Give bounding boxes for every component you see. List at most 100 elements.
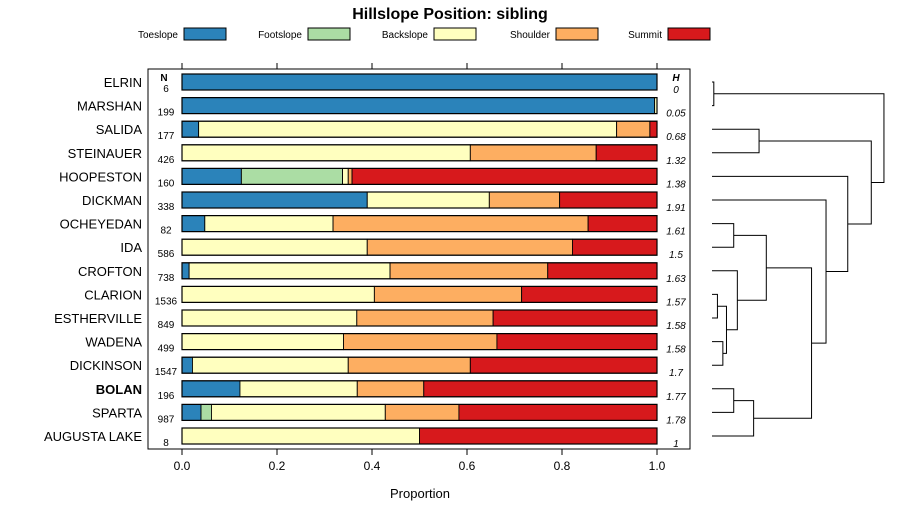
legend-label-footslope: Footslope bbox=[258, 30, 302, 41]
bar-clarion-backslope bbox=[181, 285, 375, 303]
bar-wadena-summit bbox=[496, 333, 658, 351]
bar-hoopeston-footslope bbox=[240, 167, 344, 185]
row-label-ida: IDA bbox=[120, 240, 142, 255]
row-h-clarion: 1.57 bbox=[666, 297, 686, 308]
row-label-crofton: CROFTON bbox=[78, 264, 142, 279]
bar-sparta-toeslope bbox=[181, 403, 202, 421]
dendrogram-link-6 bbox=[712, 223, 735, 248]
x-tick-label-5: 1.0 bbox=[649, 459, 666, 473]
bar-outline-steinauer bbox=[181, 144, 658, 162]
bar-hoopeston-summit bbox=[351, 167, 658, 185]
bar-outline-clarion bbox=[181, 285, 658, 303]
x-tick-label-4: 0.8 bbox=[554, 459, 571, 473]
dendrogram-link-13 bbox=[759, 140, 872, 225]
bar-outline-sparta bbox=[181, 403, 658, 421]
row-label-ocheyedan: OCHEYEDAN bbox=[60, 217, 142, 232]
bar-ocheyedan-backslope bbox=[204, 215, 334, 233]
row-n-ida: 586 bbox=[158, 249, 175, 260]
bar-elrin-toeslope bbox=[181, 73, 658, 91]
bar-outline-crofton bbox=[181, 262, 658, 280]
row-n-ocheyedan: 82 bbox=[160, 226, 172, 237]
bar-estherville-shoulder bbox=[356, 309, 494, 327]
bars: ELRIN 6 0 MARSHAN 199 0.05 SALIDA 177 0.68 STEINA… bbox=[44, 73, 686, 450]
bar-salida-backslope bbox=[198, 120, 618, 138]
bar-clarion-summit bbox=[521, 285, 658, 303]
bar-augusta-lake-summit bbox=[419, 427, 658, 445]
x-tick-label-0: 0.0 bbox=[174, 459, 191, 473]
bar-crofton-toeslope bbox=[181, 262, 190, 280]
row-n-crofton: 738 bbox=[158, 273, 175, 284]
row-n-marshan: 199 bbox=[158, 108, 175, 119]
dendrogram-link-9 bbox=[712, 400, 755, 437]
dendrogram-link-10 bbox=[753, 267, 813, 419]
row-h-ida: 1.5 bbox=[669, 250, 683, 261]
bar-salida-summit bbox=[649, 120, 658, 138]
row-h-marshan: 0.05 bbox=[666, 109, 686, 120]
bar-ocheyedan-toeslope bbox=[181, 215, 206, 233]
dendrogram-link-11 bbox=[712, 199, 827, 344]
chart-title: Hillslope Position: sibling bbox=[352, 6, 548, 23]
h-header: H bbox=[672, 73, 680, 84]
bar-dickman-backslope bbox=[366, 191, 490, 209]
x-tick-label-1: 0.2 bbox=[269, 459, 286, 473]
row-n-wadena: 499 bbox=[158, 344, 175, 355]
bar-hoopeston-shoulder bbox=[347, 167, 353, 185]
bar-outline-salida bbox=[181, 120, 658, 138]
row-h-dickman: 1.91 bbox=[666, 203, 685, 214]
row-n-clarion: 1536 bbox=[155, 296, 178, 307]
bar-bolan-backslope bbox=[239, 380, 358, 398]
row-label-dickinson: DICKINSON bbox=[70, 358, 142, 373]
bar-outline-elrin bbox=[181, 73, 658, 91]
row-h-hoopeston: 1.38 bbox=[666, 179, 686, 190]
row-n-hoopeston: 160 bbox=[158, 178, 175, 189]
bar-ocheyedan-summit bbox=[587, 215, 658, 233]
row-n-dickman: 338 bbox=[158, 202, 175, 213]
bar-bolan-toeslope bbox=[181, 380, 241, 398]
bar-hoopeston-toeslope bbox=[181, 167, 242, 185]
row-n-sparta: 987 bbox=[158, 414, 175, 425]
row-h-ocheyedan: 1.61 bbox=[666, 227, 685, 238]
row-label-sparta: SPARTA bbox=[92, 405, 142, 420]
bar-clarion-shoulder bbox=[373, 285, 523, 303]
bar-estherville-summit bbox=[492, 309, 658, 327]
bar-outline-ocheyedan bbox=[181, 215, 658, 233]
bar-sparta-backslope bbox=[210, 403, 386, 421]
x-tick-label-2: 0.4 bbox=[364, 459, 381, 473]
row-h-dickinson: 1.7 bbox=[669, 368, 683, 379]
row-label-salida: SALIDA bbox=[96, 122, 143, 137]
bar-steinauer-shoulder bbox=[469, 144, 597, 162]
row-h-estherville: 1.58 bbox=[666, 321, 686, 332]
bar-augusta-lake-backslope bbox=[181, 427, 420, 445]
x-axis: 0.0 0.2 0.4 0.6 0.8 1.0 bbox=[174, 63, 666, 473]
bar-outline-wadena bbox=[181, 333, 658, 351]
dendrogram-link-7 bbox=[733, 234, 767, 301]
row-label-wadena: WADENA bbox=[85, 335, 142, 350]
bar-outline-ida bbox=[181, 238, 658, 256]
bar-dickman-toeslope bbox=[181, 191, 368, 209]
legend-label-summit: Summit bbox=[628, 30, 662, 41]
x-axis-label: Proportion bbox=[390, 486, 450, 501]
bar-ida-shoulder bbox=[366, 238, 573, 256]
bar-ocheyedan-shoulder bbox=[332, 215, 589, 233]
legend-label-toeslope: Toeslope bbox=[138, 30, 178, 41]
bar-sparta-footslope bbox=[200, 403, 212, 421]
row-label-dickman: DICKMAN bbox=[82, 193, 142, 208]
bar-crofton-shoulder bbox=[389, 262, 549, 280]
row-h-augusta-lake: 1 bbox=[673, 439, 679, 450]
bar-dickman-shoulder bbox=[488, 191, 561, 209]
row-n-elrin: 6 bbox=[163, 84, 169, 95]
bar-outline-dickinson bbox=[181, 356, 658, 374]
dendrogram-link-8 bbox=[712, 388, 735, 413]
row-h-crofton: 1.63 bbox=[666, 274, 686, 285]
legend-swatch-backslope bbox=[433, 27, 477, 41]
row-label-clarion: CLARION bbox=[84, 287, 142, 302]
row-label-elrin: ELRIN bbox=[104, 75, 142, 90]
row-label-hoopeston: HOOPESTON bbox=[59, 169, 142, 184]
row-label-marshan: MARSHAN bbox=[77, 99, 142, 114]
bar-dickinson-toeslope bbox=[181, 356, 193, 374]
dendrogram bbox=[712, 81, 885, 437]
bar-outline-augusta-lake bbox=[181, 427, 658, 445]
row-label-estherville: ESTHERVILLE bbox=[54, 311, 142, 326]
bar-dickinson-shoulder bbox=[347, 356, 471, 374]
